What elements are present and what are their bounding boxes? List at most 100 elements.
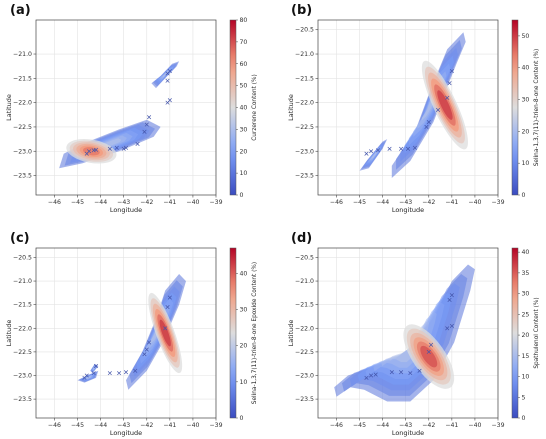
y-tick-label: −22.0 <box>295 100 314 107</box>
sample-point-marker <box>93 364 99 369</box>
x-tick-label: −40 <box>186 199 199 206</box>
plot-area <box>36 20 216 195</box>
sample-point-marker <box>449 293 454 298</box>
sample-point-marker <box>142 352 147 357</box>
sample-point-marker <box>417 368 422 373</box>
colorbar-tick-label: 15 <box>522 353 530 360</box>
sample-point-marker <box>107 371 112 376</box>
sample-point-marker <box>449 68 454 74</box>
sample-point-marker <box>121 146 126 151</box>
colorbar-tick-label: 20 <box>240 343 248 350</box>
sample-point-marker <box>447 81 452 86</box>
sample-point-marker <box>167 68 172 74</box>
sample-point-marker <box>165 78 170 83</box>
y-tick-label: −21.5 <box>295 75 314 82</box>
y-tick-label: −21.0 <box>295 278 314 285</box>
y-tick-label: −23.0 <box>13 148 32 155</box>
sample-point-marker <box>412 145 417 150</box>
chart-panel-b: −46 −45 −44 −43 −42 −41 −40 −39 −20.5 −21.0 −21.5 −… <box>287 3 540 214</box>
x-tick-label: −42 <box>422 422 435 429</box>
sample-point-marker <box>167 98 172 103</box>
sample-point-marker <box>373 372 378 377</box>
sample-point-marker <box>424 124 429 129</box>
sample-point-marker <box>426 120 431 125</box>
panel-label: (d) <box>291 231 312 246</box>
x-tick-label: −43 <box>117 422 130 429</box>
sample-point-marker <box>426 349 431 354</box>
colorbar-tick-label: 10 <box>522 374 530 381</box>
density-hotspot <box>159 319 171 347</box>
x-tick-label: −46 <box>330 199 343 206</box>
colorbar-tick-label: 50 <box>240 83 248 90</box>
y-tick-label: −20.5 <box>295 27 314 34</box>
y-tick-label: −20.5 <box>13 254 32 261</box>
x-tick-label: −41 <box>445 422 458 429</box>
colorbar-gradient <box>511 19 519 196</box>
axes-frame <box>317 247 499 419</box>
density-hotspot <box>437 90 453 120</box>
sample-point-marker <box>387 146 392 151</box>
x-tick-label: −45 <box>71 422 84 429</box>
sample-point-marker <box>375 148 381 153</box>
density-layer <box>359 32 468 179</box>
sample-point-marker <box>133 368 138 373</box>
colorbar-tick-label: 0 <box>522 415 526 422</box>
sample-point-marker <box>147 340 152 345</box>
sample-point-marker <box>389 370 394 375</box>
sample-point-marker <box>123 145 129 150</box>
y-tick-label: −21.0 <box>13 51 32 58</box>
sample-point-marker <box>364 375 369 380</box>
y-tick-label: −22.0 <box>13 325 32 332</box>
colorbar: 0 10 20 30 40 Selina-1,3,7(11)-trien-8-one Ep… <box>229 247 258 422</box>
x-axis-label: Longitude <box>392 206 424 214</box>
sample-point-marker <box>165 304 170 310</box>
density-layer <box>334 264 475 402</box>
x-tick-label: −46 <box>330 422 343 429</box>
y-tick-label: −23.0 <box>295 148 314 155</box>
colorbar: 0 10 20 30 40 50 60 70 80 Curzerene Content (%) <box>229 17 258 199</box>
colorbar-gradient <box>511 247 519 419</box>
sample-point-marker <box>117 371 122 376</box>
y-tick-label: −22.0 <box>13 100 32 107</box>
y-tick-label: −23.5 <box>13 173 32 180</box>
y-tick-label: −23.0 <box>13 373 32 380</box>
y-axis-label: Latitude <box>287 320 295 347</box>
axes-frame <box>35 19 217 196</box>
density-contour <box>371 151 378 159</box>
x-tick-label: −42 <box>422 199 435 206</box>
colorbar-tick-label: 40 <box>240 270 248 277</box>
colorbar-tick-label: 5 <box>522 394 526 401</box>
density-hotspot <box>420 345 438 368</box>
density-contour <box>162 70 169 78</box>
sample-point-marker <box>84 373 89 378</box>
sample-point-marker <box>449 323 454 328</box>
sample-point-marker <box>447 297 452 302</box>
x-tick-label: −46 <box>48 422 61 429</box>
sample-point-marker <box>445 326 450 331</box>
x-tick-label: −39 <box>209 422 222 429</box>
sample-point-marker <box>369 149 374 154</box>
chart-panel-d: −46 −45 −44 −43 −42 −41 −40 −39 −20.5 −21.0 −21.5 −… <box>287 231 540 437</box>
sample-point-marker <box>399 370 404 375</box>
panel-label: (b) <box>291 3 312 18</box>
x-tick-label: −44 <box>94 422 107 429</box>
y-tick-label: −21.0 <box>13 278 32 285</box>
colorbar-tick-label: 0 <box>240 415 244 422</box>
colorbar-tick-label: 20 <box>522 332 530 339</box>
x-tick-label: −39 <box>209 199 222 206</box>
y-tick-label: −23.0 <box>295 373 314 380</box>
colorbar-tick-label: 40 <box>240 105 248 112</box>
x-axis-label: Longitude <box>110 206 142 214</box>
x-tick-label: −41 <box>163 422 176 429</box>
sample-point-marker <box>135 141 140 147</box>
x-tick-label: −41 <box>163 199 176 206</box>
colorbar-tick-label: 40 <box>522 65 530 72</box>
colorbar-tick-label: 10 <box>240 379 248 386</box>
colorbar-tick-label: 30 <box>240 306 248 313</box>
sample-point-marker <box>369 373 374 378</box>
chart-panel-a: −46 −45 −44 −43 −42 −41 −40 −39 −21.0 −21.5 −22.0 −… <box>5 3 258 214</box>
colorbar-tick-label: 50 <box>522 33 530 40</box>
sample-point-marker <box>91 371 96 376</box>
x-tick-label: −40 <box>468 199 481 206</box>
